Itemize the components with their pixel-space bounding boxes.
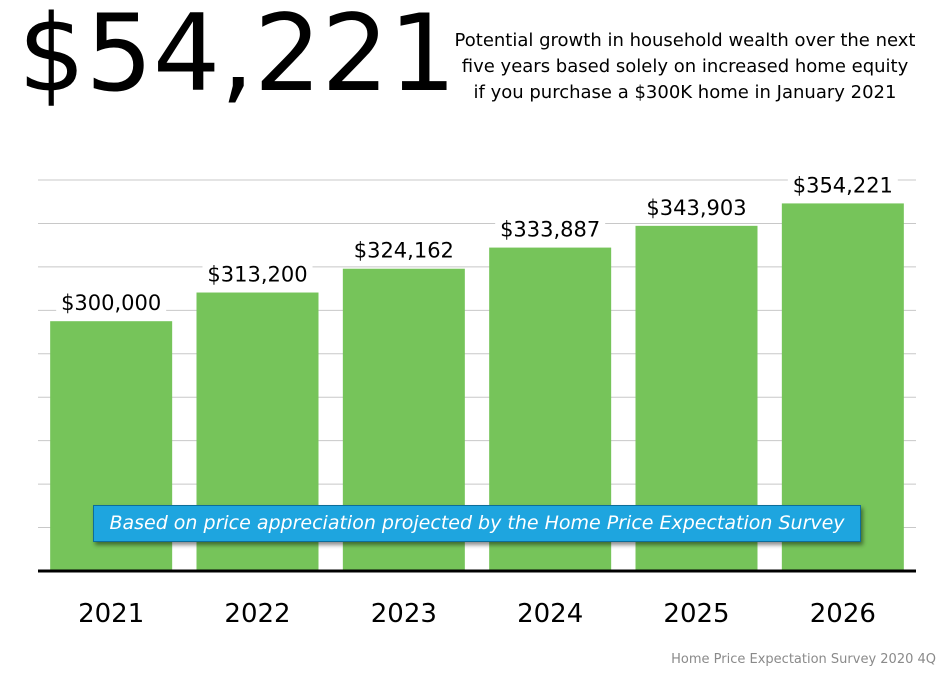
gridlines xyxy=(38,179,916,529)
data-label-background xyxy=(495,213,606,242)
data-labels: $300,000 $313,200 $324,162 $333,887 $343,903… xyxy=(56,169,898,316)
x-tick-2024: 2024 xyxy=(517,599,583,629)
data-label-2022: $313,200 xyxy=(207,263,307,287)
data-label-2021: $300,000 xyxy=(61,291,161,315)
x-tick-2022: 2022 xyxy=(224,599,290,629)
x-tick-2025: 2025 xyxy=(663,599,729,629)
headline-amount: $54,221 xyxy=(18,0,457,115)
subtitle: Potential growth in household wealth ove… xyxy=(440,28,930,106)
data-label-2023: $324,162 xyxy=(354,239,454,263)
x-tick-labels: 2021 2022 2023 2024 2025 2026 xyxy=(78,599,876,629)
data-label-background xyxy=(787,169,898,198)
data-label-background xyxy=(348,234,459,263)
data-label-2024: $333,887 xyxy=(500,218,600,242)
data-label-2025: $343,903 xyxy=(646,196,746,220)
subtitle-line-1: Potential growth in household wealth ove… xyxy=(454,30,916,51)
data-label-background xyxy=(56,287,167,316)
methodology-banner: Based on price appreciation projected by… xyxy=(93,505,861,542)
x-tick-2023: 2023 xyxy=(371,599,437,629)
source-note: Home Price Expectation Survey 2020 4Q xyxy=(671,652,936,667)
x-tick-2021: 2021 xyxy=(78,599,144,629)
data-label-background xyxy=(202,258,313,287)
x-tick-2026: 2026 xyxy=(810,599,876,629)
data-label-background xyxy=(641,191,752,220)
subtitle-line-3: if you purchase a $300K home in January … xyxy=(473,82,897,103)
data-label-2026: $354,221 xyxy=(793,173,893,197)
subtitle-line-2: five years based solely on increased hom… xyxy=(461,56,909,77)
